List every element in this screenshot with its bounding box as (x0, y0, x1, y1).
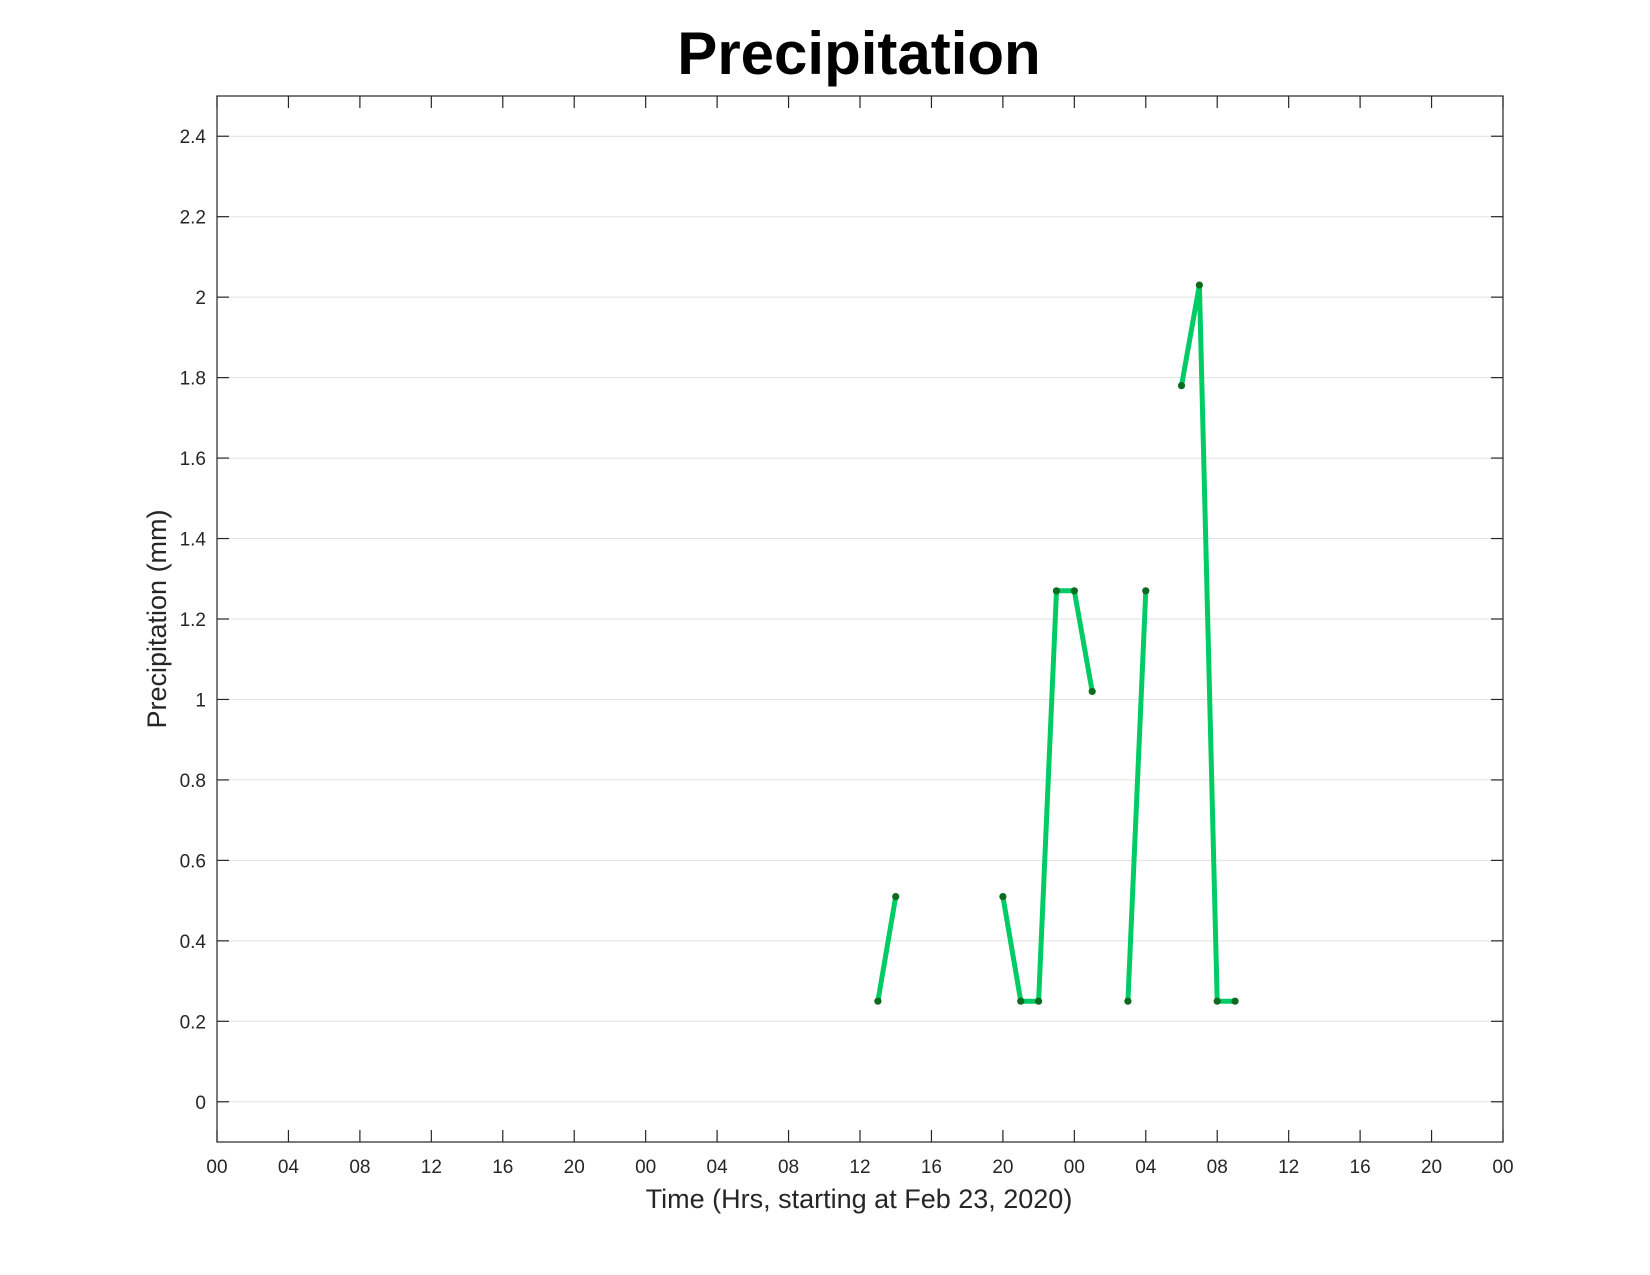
x-tick-label: 00 (1492, 1157, 1513, 1178)
data-markers (874, 281, 1239, 1005)
y-tick-label: 0.2 (180, 1012, 206, 1033)
data-point (1017, 997, 1025, 1005)
series-precipitation (875, 282, 1238, 1004)
y-tick-label: 0.8 (180, 771, 206, 792)
data-point (1035, 997, 1043, 1005)
data-point (1088, 687, 1096, 696)
x-tick-label: 12 (849, 1157, 870, 1178)
data-point (999, 892, 1007, 901)
y-tick-labels: 0 0.2 0.4 0.6 0.8 1 1.2 1.4 1.6 1.8 2 2.2 2.4 (180, 127, 207, 1114)
y-axis-label: Precipitation (mm) (142, 509, 172, 728)
y-tick-label: 1.4 (180, 530, 207, 551)
gridlines (217, 135, 1503, 1103)
data-point (874, 997, 882, 1005)
x-tick-labels: 00 04 08 12 16 20 00 04 08 12 16 20 00 04 08 12 16 20 00 (206, 1157, 1513, 1178)
data-point (1142, 587, 1150, 595)
x-tick-label: 04 (707, 1157, 729, 1178)
y-tick-label: 2.2 (180, 208, 206, 229)
y-tick-label: 1.2 (180, 610, 206, 631)
y-tick-label: 2.4 (180, 127, 207, 148)
axis-ticks (216, 96, 1504, 1142)
y-tick-label: 0.4 (180, 932, 207, 953)
x-tick-label: 16 (1350, 1157, 1371, 1178)
x-tick-label: 00 (635, 1157, 656, 1178)
chart-title: Precipitation (677, 20, 1040, 87)
x-tick-label: 12 (421, 1157, 442, 1178)
y-tick-label: 1.8 (180, 369, 206, 390)
x-tick-label: 08 (1207, 1157, 1228, 1178)
y-tick-label: 1 (195, 690, 206, 711)
x-tick-label: 00 (1064, 1157, 1085, 1178)
x-tick-label: 20 (1421, 1157, 1442, 1178)
data-point (1213, 997, 1221, 1005)
x-tick-label: 12 (1278, 1157, 1299, 1178)
x-tick-label: 08 (349, 1157, 370, 1178)
x-tick-label: 00 (206, 1157, 227, 1178)
x-tick-label: 04 (278, 1157, 300, 1178)
data-point (1231, 997, 1239, 1005)
series-line-segment (875, 894, 899, 1004)
x-tick-label: 16 (921, 1157, 942, 1178)
x-axis-label: Time (Hrs, starting at Feb 23, 2020) (646, 1184, 1073, 1214)
y-tick-label: 0.6 (180, 851, 206, 872)
data-point (1124, 997, 1132, 1005)
x-tick-label: 20 (564, 1157, 585, 1178)
x-tick-label: 04 (1135, 1157, 1157, 1178)
data-point (892, 892, 900, 901)
data-point (1177, 382, 1186, 390)
data-point (1195, 281, 1203, 289)
series-line-segment (1000, 588, 1095, 1004)
series-line-segment (1125, 588, 1149, 1004)
y-tick-label: 1.6 (180, 449, 206, 470)
x-tick-label: 20 (992, 1157, 1013, 1178)
x-tick-label: 16 (492, 1157, 513, 1178)
series-line-segment (1179, 282, 1238, 1004)
data-point (1070, 587, 1078, 595)
data-point (1052, 587, 1061, 595)
y-tick-label: 0 (195, 1093, 206, 1114)
x-tick-label: 08 (778, 1157, 799, 1178)
y-tick-label: 2 (195, 288, 206, 309)
